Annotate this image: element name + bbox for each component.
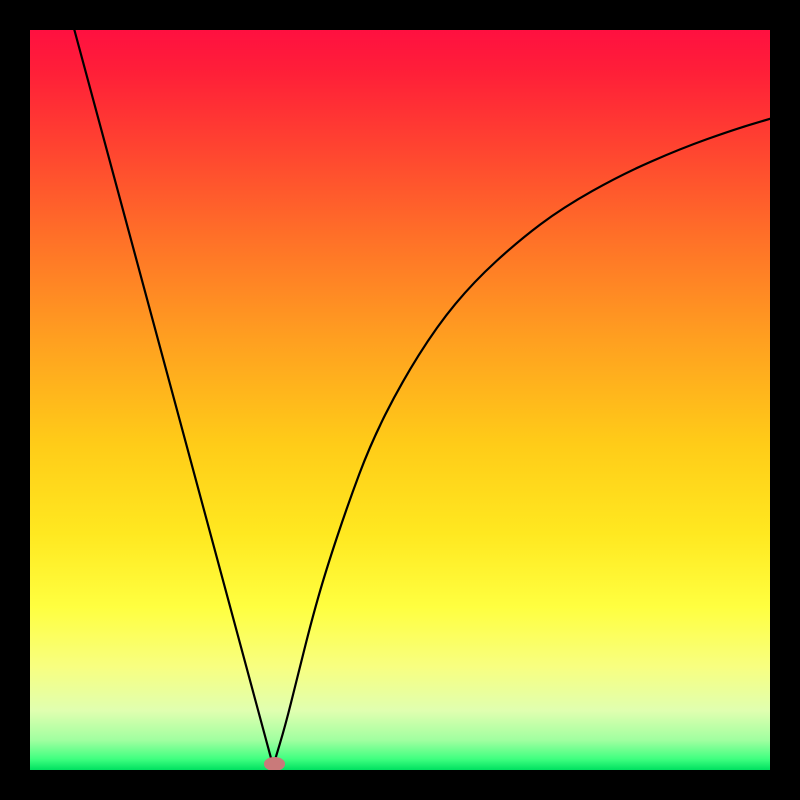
frame-right <box>770 0 800 800</box>
frame-top <box>0 0 800 30</box>
frame-bottom <box>0 770 800 800</box>
chart-container: TheBottleneck.com <box>0 0 800 800</box>
optimum-marker <box>264 757 285 770</box>
bottleneck-curve <box>0 0 800 800</box>
frame-left <box>0 0 30 800</box>
